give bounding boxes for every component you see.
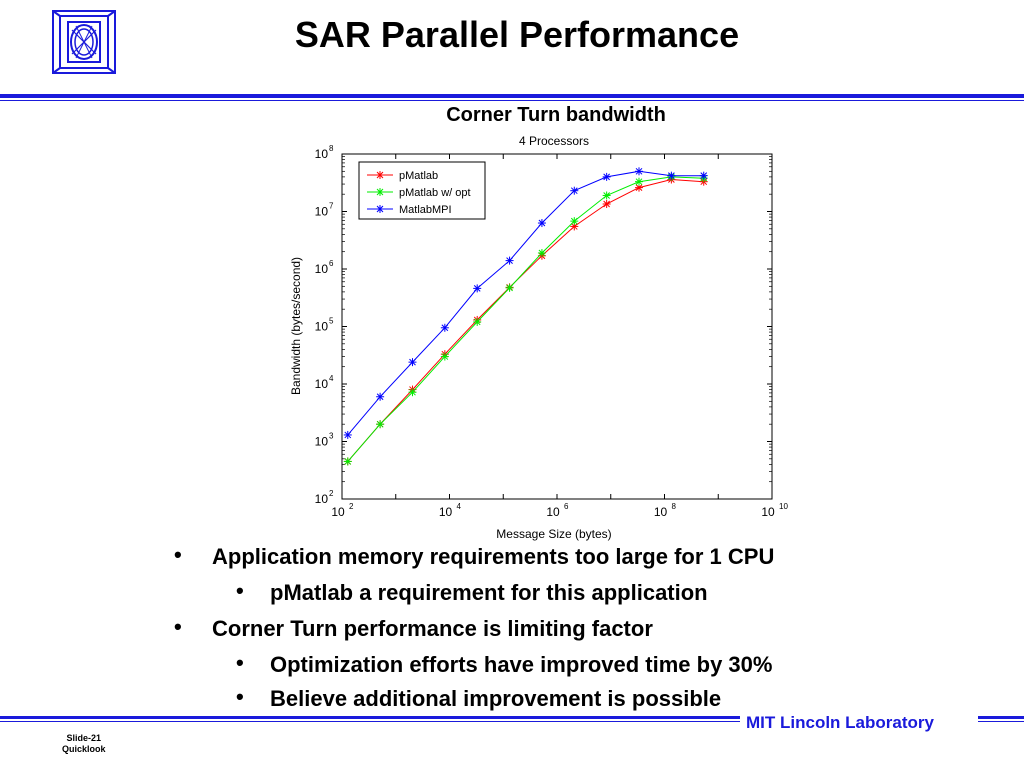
data-point [473,284,482,293]
x-tick-exponent: 6 [564,502,569,511]
data-point [699,171,708,180]
data-point [667,171,676,180]
legend-label: MatlabMPI [399,204,452,216]
footer-rule [0,716,740,719]
y-tick-label: 10 [315,320,329,334]
series-pmatlab-w-opt [343,172,708,466]
data-point [376,205,384,213]
data-point [440,323,449,332]
legend-label: pMatlab [399,170,438,182]
data-point [570,186,579,195]
y-tick-label: 10 [315,492,329,506]
header-rule [0,94,1024,98]
data-point [408,358,417,367]
y-tick-label: 10 [315,205,329,219]
footer-rule-right-thin [978,721,1024,722]
y-tick-exponent: 6 [329,259,334,268]
bullet-marker: • [236,578,244,603]
chart-subtitle: 4 Processors [519,134,589,148]
data-point [440,352,449,361]
data-point [537,219,546,228]
bullet-item: Optimization efforts have improved time … [270,652,773,677]
bullet-item: pMatlab a requirement for this applicati… [270,580,708,605]
x-tick-exponent: 4 [457,502,462,511]
data-point [570,222,579,231]
x-tick-label: 10 [546,505,560,519]
bullet-marker: • [174,614,182,639]
lincoln-laboratory-logo [52,10,116,74]
lab-name: MIT Lincoln Laboratory [746,713,934,732]
footer-rule-right [978,716,1024,719]
slide-tag: Quicklook [62,744,106,754]
bullet-item: Corner Turn performance is limiting fact… [212,616,653,641]
y-tick-label: 10 [315,435,329,449]
data-point [376,420,385,429]
x-axis-label: Message Size (bytes) [496,527,611,541]
series-line [347,178,704,462]
data-point [570,217,579,226]
header-rule-thin [0,100,1024,101]
bullet-marker: • [236,650,244,675]
bullet-item: Believe additional improvement is possib… [270,686,722,711]
chart-legend: pMatlab pMatlab w/ opt MatlabMPI [358,161,486,220]
data-point [635,167,644,176]
y-tick-label: 10 [315,262,329,276]
data-point [505,283,514,292]
data-point [376,171,384,179]
data-point [376,188,384,196]
y-tick-exponent: 8 [329,144,334,153]
y-tick-exponent: 5 [329,317,334,326]
data-point [602,172,611,181]
data-point [408,388,417,397]
series-line [347,170,704,436]
slide-number: Slide-21 [66,733,102,743]
bullet-marker: • [174,542,182,567]
legend-label: pMatlab w/ opt [399,187,471,199]
data-point [505,256,514,265]
series-matlabmpi [343,167,708,439]
data-point [376,392,385,401]
y-tick-label: 10 [315,377,329,391]
series-line [347,176,704,462]
y-tick-label: 10 [315,147,329,161]
x-tick-label: 10 [331,505,345,519]
chart-title: Corner Turn bandwidth [446,104,666,126]
y-tick-exponent: 7 [329,202,334,211]
y-tick-exponent: 4 [329,374,334,383]
data-point [602,191,611,200]
data-point [635,177,644,186]
x-tick-exponent: 2 [349,502,354,511]
x-tick-label: 10 [761,505,775,519]
slide-info: Slide-21 Quicklook [62,733,106,755]
y-tick-exponent: 2 [329,489,334,498]
footer-rule-thin [0,721,740,722]
data-point [473,317,482,326]
x-tick-exponent: 8 [672,502,677,511]
data-point [537,248,546,257]
y-tick-exponent: 3 [329,432,334,441]
data-point [635,183,644,192]
x-tick-exponent: 10 [779,502,788,511]
y-axis-label: Bandwidth (bytes/second) [289,257,303,395]
bullet-marker: • [236,684,244,709]
data-point [343,457,352,466]
data-point [602,200,611,209]
x-tick-label: 10 [439,505,453,519]
x-tick-label: 10 [654,505,668,519]
page-title: SAR Parallel Performance [294,14,740,55]
bullet-item: Application memory requirements too larg… [212,544,775,569]
data-point [343,430,352,439]
